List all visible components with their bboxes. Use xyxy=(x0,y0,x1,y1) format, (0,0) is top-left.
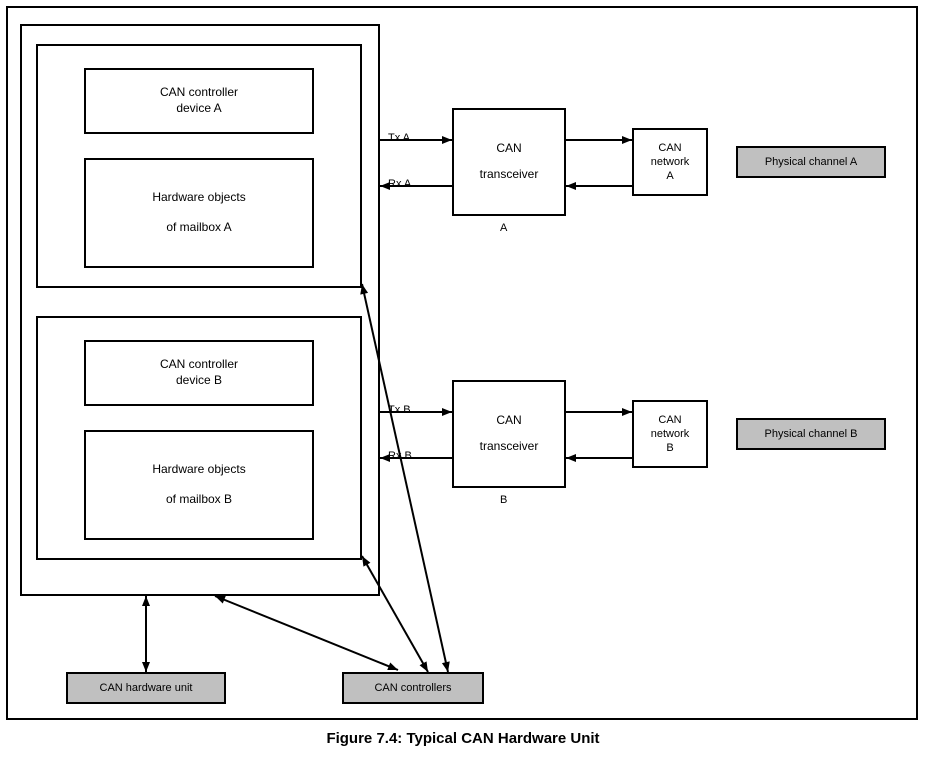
rx-a-label: Rx A xyxy=(388,178,411,191)
transceiver-a-line1: CAN xyxy=(496,141,521,157)
tx-b-label: Tx B xyxy=(388,404,411,417)
transceiver-b-box: CAN transceiver xyxy=(452,380,566,488)
transceiver-b-line1: CAN xyxy=(496,413,521,429)
device-a-box: CAN controller device A xyxy=(84,68,314,134)
transceiver-b-under-label: B xyxy=(500,494,507,507)
rx-b-label: Rx B xyxy=(388,450,412,463)
figure-caption: Figure 7.4: Typical CAN Hardware Unit xyxy=(0,730,926,747)
mailbox-a-line1: Hardware objects xyxy=(152,190,245,206)
diagram-canvas: CAN controller device A Hardware objects… xyxy=(0,0,926,773)
transceiver-b-line2: transceiver xyxy=(480,439,539,455)
network-a-line2: network xyxy=(651,155,690,169)
network-b-box: CAN network B xyxy=(632,400,708,468)
device-b-box: CAN controller device B xyxy=(84,340,314,406)
transceiver-a-line2: transceiver xyxy=(480,167,539,183)
device-b-line1: CAN controller xyxy=(160,357,238,373)
transceiver-a-box: CAN transceiver xyxy=(452,108,566,216)
mailbox-a-line2: of mailbox A xyxy=(166,220,231,236)
mailbox-b-box: Hardware objects of mailbox B xyxy=(84,430,314,540)
physical-channel-b-box: Physical channel B xyxy=(736,418,886,450)
device-a-line2: device A xyxy=(176,101,221,117)
device-b-line2: device B xyxy=(176,373,222,389)
network-a-line1: CAN xyxy=(658,141,681,155)
mailbox-b-line2: of mailbox B xyxy=(166,492,232,508)
network-a-box: CAN network A xyxy=(632,128,708,196)
network-a-line3: A xyxy=(666,169,673,183)
label-controllers-text: CAN controllers xyxy=(374,681,451,695)
physical-channel-a-box: Physical channel A xyxy=(736,146,886,178)
transceiver-a-under-label: A xyxy=(500,222,507,235)
mailbox-b-line1: Hardware objects xyxy=(152,462,245,478)
device-a-line1: CAN controller xyxy=(160,85,238,101)
network-b-line2: network xyxy=(651,427,690,441)
label-hardware-unit-box: CAN hardware unit xyxy=(66,672,226,704)
tx-a-label: Tx A xyxy=(388,132,410,145)
label-hardware-unit-text: CAN hardware unit xyxy=(100,681,193,695)
label-controllers-box: CAN controllers xyxy=(342,672,484,704)
network-b-line3: B xyxy=(666,441,673,455)
physical-channel-b-text: Physical channel B xyxy=(765,427,858,441)
network-b-line1: CAN xyxy=(658,413,681,427)
mailbox-a-box: Hardware objects of mailbox A xyxy=(84,158,314,268)
physical-channel-a-text: Physical channel A xyxy=(765,155,857,169)
